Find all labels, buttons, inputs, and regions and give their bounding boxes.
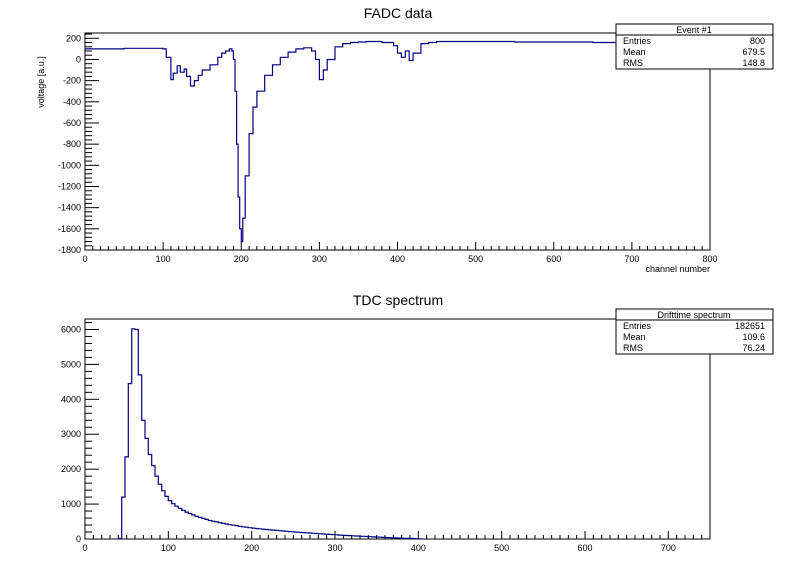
tdc-y-tick-label: 2000 xyxy=(61,464,81,474)
fadc-stats-frame xyxy=(615,23,774,70)
fadc-x-tick-label: 400 xyxy=(390,254,405,264)
fadc-x-tick-label: 500 xyxy=(468,254,483,264)
tdc-x-tick-label: 600 xyxy=(577,543,592,553)
fadc-stats-value-mean: 679.5 xyxy=(742,47,765,57)
tdc-y-tick-label: 0 xyxy=(76,534,81,544)
tdc-y-axis: 0 1000 2000 3000 4000 5000 6000 xyxy=(61,321,99,544)
tdc-panel: TDC spectrum 0 100 200 300 400 500 600 700 0 100… xyxy=(61,292,774,553)
fadc-x-label: channel number xyxy=(645,264,710,274)
fadc-stats-box: Event #1 Entries 800 Mean 679.5 RMS 148.… xyxy=(615,23,774,70)
fadc-x-tick-label: 200 xyxy=(234,254,249,264)
fadc-y-tick-label: -1200 xyxy=(58,181,81,191)
tdc-x-axis: 0 100 200 300 400 500 600 700 xyxy=(82,531,711,553)
fadc-y-tick-label: -400 xyxy=(63,97,81,107)
fadc-y-tick-label: -1400 xyxy=(58,203,81,213)
tdc-frame xyxy=(84,318,711,540)
fadc-x-tick-label: 300 xyxy=(312,254,327,264)
tdc-x-tick-label: 300 xyxy=(327,543,342,553)
fadc-y-label: voltage [a.u.] xyxy=(36,56,46,108)
fadc-y-tick-label: -200 xyxy=(63,76,81,86)
tdc-y-tick-label: 4000 xyxy=(61,394,81,404)
fadc-x-tick-label: 0 xyxy=(82,254,87,264)
tdc-stats-title: Drifttime spectrum xyxy=(657,310,730,320)
tdc-stats-label-mean: Mean xyxy=(623,332,646,342)
fadc-stats-title: Event #1 xyxy=(676,25,712,35)
fadc-stats-label-mean: Mean xyxy=(623,47,646,57)
tdc-x-tick-label: 0 xyxy=(82,543,87,553)
tdc-x-tick-label: 200 xyxy=(244,543,259,553)
tdc-stats-box: Drifttime spectrum Entries 182651 Mean 1… xyxy=(615,308,774,355)
fadc-panel: FADC data 0 100 200 300 400 500 600 700 800 2000… xyxy=(36,5,774,274)
fadc-x-tick-label: 600 xyxy=(546,254,561,264)
fadc-y-tick-label: -600 xyxy=(63,118,81,128)
fadc-stats-label-rms: RMS xyxy=(623,58,643,68)
tdc-title: TDC spectrum xyxy=(353,292,443,308)
fadc-y-tick-label: 0 xyxy=(76,54,81,64)
tdc-histogram xyxy=(117,328,423,540)
tdc-x-tick-label: 400 xyxy=(411,543,426,553)
fadc-stats-value-rms: 148.8 xyxy=(742,58,765,68)
tdc-y-tick-label: 6000 xyxy=(61,324,81,334)
tdc-stats-value-entries: 182651 xyxy=(735,321,765,331)
fadc-title: FADC data xyxy=(364,5,433,21)
fadc-y-tick-label: -1000 xyxy=(58,160,81,170)
tdc-stats-value-rms: 76.24 xyxy=(742,343,765,353)
fadc-x-tick-label: 100 xyxy=(156,254,171,264)
fadc-x-tick-label: 700 xyxy=(624,254,639,264)
tdc-y-tick-label: 3000 xyxy=(61,429,81,439)
fadc-y-axis: 200 0 -200 -400 -600 -800 -1000 -1200 -1400 -1600… xyxy=(58,33,99,255)
fadc-y-tick-label: -1800 xyxy=(58,245,81,255)
fadc-stats-label-entries: Entries xyxy=(623,36,652,46)
tdc-stats-value-mean: 109.6 xyxy=(742,332,765,342)
tdc-x-tick-label: 100 xyxy=(161,543,176,553)
tdc-stats-frame xyxy=(615,308,774,355)
tdc-y-tick-label: 5000 xyxy=(61,359,81,369)
tdc-stats-label-rms: RMS xyxy=(623,343,643,353)
tdc-x-tick-label: 500 xyxy=(494,543,509,553)
fadc-stats-value-entries: 800 xyxy=(750,36,765,46)
fadc-x-tick-label: 800 xyxy=(702,254,717,264)
tdc-y-tick-label: 1000 xyxy=(61,499,81,509)
fadc-y-tick-label: -1600 xyxy=(58,224,81,234)
fadc-y-tick-label: 200 xyxy=(66,33,81,43)
fadc-x-axis: 0 100 200 300 400 500 600 700 800 xyxy=(82,242,718,264)
fadc-series-line xyxy=(85,40,710,243)
tdc-x-tick-label: 700 xyxy=(661,543,676,553)
fadc-y-tick-label: -800 xyxy=(63,139,81,149)
tdc-stats-label-entries: Entries xyxy=(623,321,652,331)
